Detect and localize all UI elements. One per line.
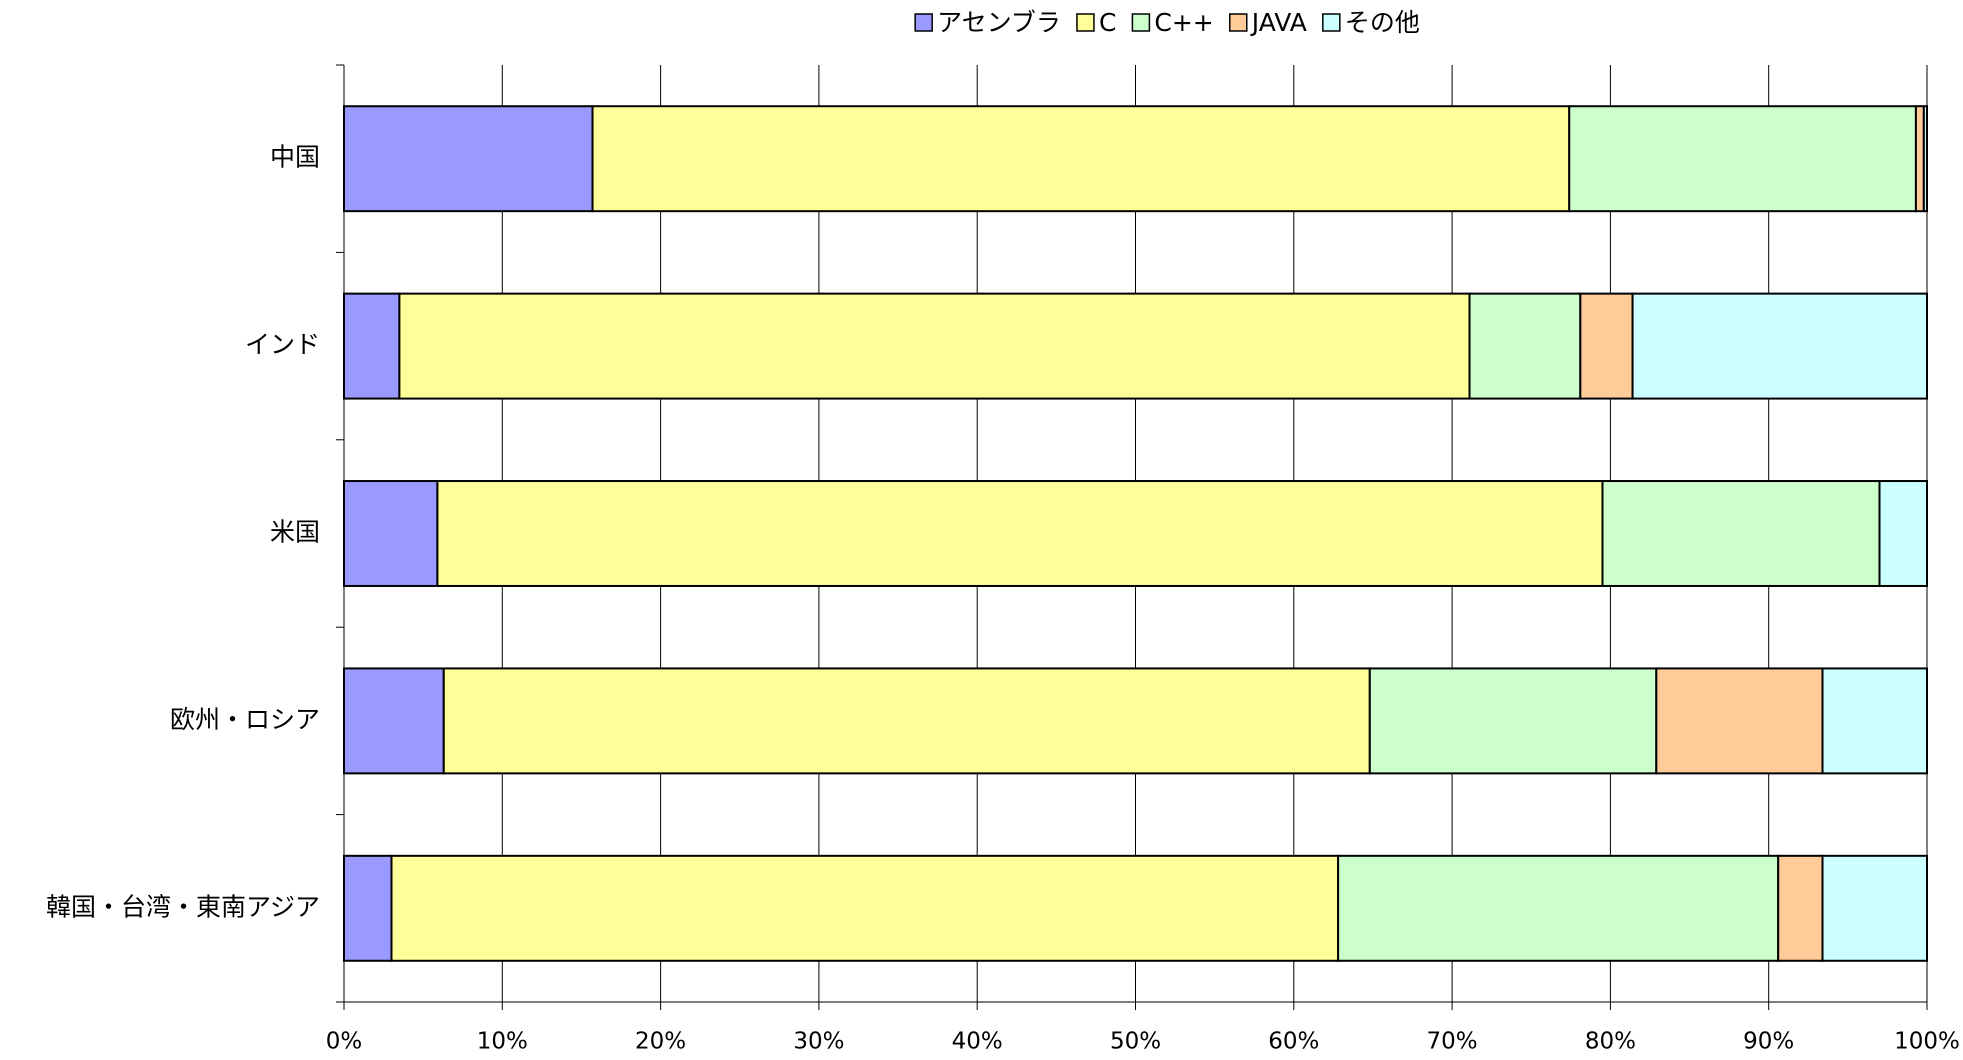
bar-segment <box>1631 292 1928 400</box>
x-tick-label: 50% <box>1110 1029 1161 1055</box>
x-tick-label: 100% <box>1894 1029 1960 1055</box>
legend-label: その他 <box>1345 8 1420 37</box>
bar-segment <box>343 105 594 213</box>
bar-segment <box>1337 854 1780 962</box>
bar-segment <box>343 854 393 962</box>
bar-segment <box>398 292 1471 400</box>
x-tick-label: 20% <box>635 1029 686 1055</box>
x-tick-label: 0% <box>326 1029 363 1055</box>
y-tick-label: インド <box>245 330 320 359</box>
bar-segment <box>1579 292 1634 400</box>
bar-segment <box>442 667 1371 775</box>
bar-segment <box>1568 105 1917 213</box>
bar-segment <box>343 292 401 400</box>
legend-label: アセンブラ <box>937 8 1061 37</box>
bar-segment <box>591 105 1571 213</box>
legend-swatch <box>1076 13 1095 32</box>
y-tick-label: 中国 <box>270 143 320 172</box>
bar-segment <box>1914 105 1925 213</box>
bar-segment <box>1878 480 1929 587</box>
bar-segment <box>1922 105 1928 213</box>
legend-swatch <box>914 13 933 32</box>
bar-segment <box>436 480 1604 587</box>
bar-segment <box>1468 292 1582 400</box>
legend-label: C++ <box>1154 8 1213 37</box>
y-tick-label: 米国 <box>270 518 320 547</box>
bar-segment <box>1821 667 1928 775</box>
legend-swatch <box>1322 13 1341 32</box>
legend-label: JAVA <box>1250 8 1307 37</box>
legend-label: C <box>1099 8 1116 37</box>
x-tick-label: 40% <box>952 1029 1003 1055</box>
bar-segment <box>343 480 439 587</box>
legend-swatch <box>1229 13 1248 32</box>
bar-segment <box>1777 854 1824 962</box>
x-tick-label: 70% <box>1427 1029 1478 1055</box>
bar-segment <box>390 854 1340 962</box>
x-tick-label: 60% <box>1268 1029 1319 1055</box>
legend-swatch <box>1131 13 1151 32</box>
y-tick-label: 欧州・ロシア <box>170 705 320 734</box>
bar-segment <box>1601 480 1881 587</box>
x-tick-label: 30% <box>793 1029 844 1055</box>
bar-segment <box>1655 667 1824 775</box>
x-tick-label: 10% <box>477 1029 528 1055</box>
y-tick-label: 韓国・台湾・東南アジア <box>46 892 320 921</box>
bar-segment <box>1368 667 1658 775</box>
x-tick-label: 80% <box>1585 1029 1636 1055</box>
bar-segment <box>1821 854 1928 962</box>
bar-segment <box>343 667 445 775</box>
x-tick-label: 90% <box>1743 1029 1794 1055</box>
